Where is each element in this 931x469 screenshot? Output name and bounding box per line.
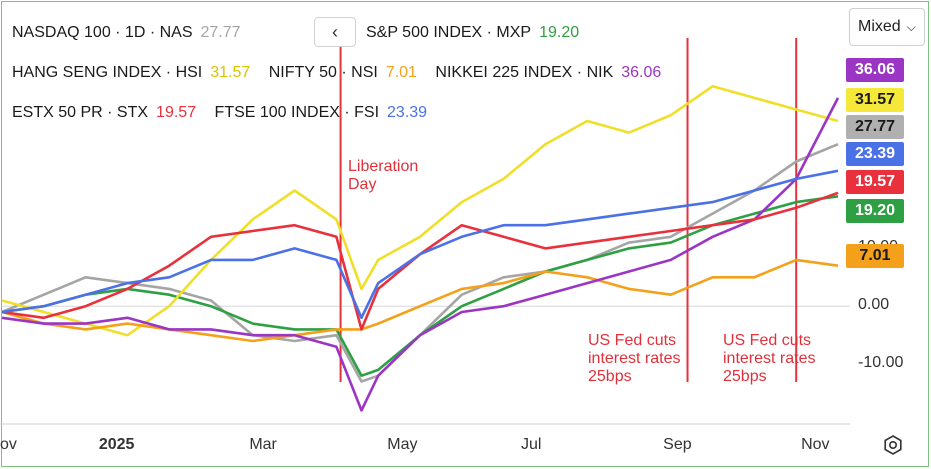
series-line-4[interactable] xyxy=(1,97,840,412)
annotation-liberation-day: Liberation Day xyxy=(348,158,419,193)
annotation-fed-cut-1: US Fed cuts interest rates 25bps xyxy=(588,332,681,385)
legend-item-nifty[interactable]: NIFTY 50 · NSI 7.01 xyxy=(269,64,417,82)
legend-value: 19.20 xyxy=(539,24,580,41)
chevron-left-icon: ‹ xyxy=(332,21,338,42)
series-line-3[interactable] xyxy=(1,258,839,343)
legend-item-hangseng[interactable]: HANG SENG INDEX · HSI 31.57 xyxy=(12,64,250,82)
series-line-2[interactable] xyxy=(1,85,839,337)
legend-label: HANG SENG INDEX · HSI xyxy=(12,64,203,81)
x-tick-label: 2025 xyxy=(98,436,135,453)
legend-value: 23.39 xyxy=(387,104,428,121)
annotation-fed-cut-2: US Fed cuts interest rates 25bps xyxy=(723,332,816,385)
scale-mode-label: Mixed xyxy=(858,18,901,35)
x-tick-label: May xyxy=(387,436,418,453)
legend-item-ftse[interactable]: FTSE 100 INDEX · FSI 23.39 xyxy=(215,104,428,122)
settings-button[interactable] xyxy=(878,430,908,460)
price-tag: 19.57 xyxy=(846,170,904,194)
legend-value: 36.06 xyxy=(621,64,662,81)
legend-item-estx[interactable]: ESTX 50 PR · STX 19.57 xyxy=(12,104,196,122)
legend-label: FTSE 100 INDEX · FSI xyxy=(214,104,380,121)
x-tick-label: ov xyxy=(0,436,17,453)
legend-label: ESTX 50 PR · STX xyxy=(12,104,149,121)
legend-item-sp500[interactable]: S&P 500 INDEX · MXP 19.20 xyxy=(366,24,579,42)
price-tag: 7.01 xyxy=(846,244,904,268)
series-line-6[interactable] xyxy=(1,169,839,320)
legend-label: NIFTY 50 · NSI xyxy=(268,64,378,81)
price-tag: 31.57 xyxy=(846,88,904,112)
legend-item-nasdaq[interactable]: NASDAQ 100 · 1D · NAS 27.77 xyxy=(12,24,241,42)
chevron-down-icon: ⌵ xyxy=(906,19,916,34)
legend-label: S&P 500 INDEX · MXP xyxy=(366,24,532,41)
price-tag: 36.06 xyxy=(846,58,904,82)
legend-value: 31.57 xyxy=(210,64,251,81)
x-tick-label: Mar xyxy=(249,436,277,453)
legend-label: NASDAQ 100 · 1D · NAS xyxy=(12,24,193,41)
series-line-5[interactable] xyxy=(1,191,839,331)
x-tick-label: Nov xyxy=(801,436,830,453)
x-tick-label: Jul xyxy=(521,436,542,453)
legend-row-2: HANG SENG INDEX · HSI 31.57 NIFTY 50 · NS… xyxy=(12,64,675,82)
legend-item-nikkei[interactable]: NIKKEI 225 INDEX · NIK 36.06 xyxy=(435,64,661,82)
legend-value: 7.01 xyxy=(385,64,417,81)
y-tick-label: 0.00 xyxy=(858,296,890,314)
series-line-0[interactable] xyxy=(1,142,839,383)
price-tag: 19.20 xyxy=(846,199,904,223)
scale-mode-select[interactable]: Mixed ⌵ xyxy=(849,8,925,46)
price-tag: 27.77 xyxy=(846,115,904,139)
x-tick-label: Sep xyxy=(663,436,692,453)
collapse-legend-button[interactable]: ‹ xyxy=(314,17,356,47)
legend-value: 27.77 xyxy=(200,24,241,41)
legend-row-1b: S&P 500 INDEX · MXP 19.20 xyxy=(366,24,593,42)
gear-icon xyxy=(884,435,902,455)
series-line-1[interactable] xyxy=(1,195,839,378)
y-tick-label: -10.00 xyxy=(858,354,904,372)
legend-label: NIKKEI 225 INDEX · NIK xyxy=(435,64,614,81)
legend-value: 19.57 xyxy=(156,104,197,121)
price-tag: 23.39 xyxy=(846,142,904,166)
legend-row-1: NASDAQ 100 · 1D · NAS 27.77 xyxy=(12,24,255,42)
legend-row-3: ESTX 50 PR · STX 19.57 FTSE 100 INDEX · F… xyxy=(12,104,441,122)
